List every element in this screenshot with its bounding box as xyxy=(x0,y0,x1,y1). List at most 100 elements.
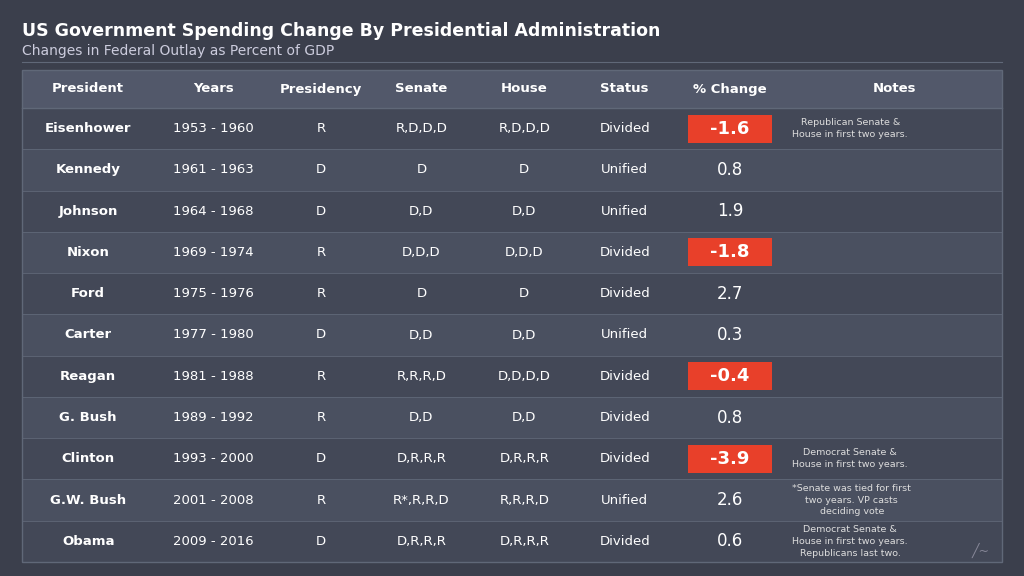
Text: 0.8: 0.8 xyxy=(717,161,743,179)
Text: D,D: D,D xyxy=(410,411,433,424)
Text: R: R xyxy=(316,370,326,383)
Text: 1953 - 1960: 1953 - 1960 xyxy=(173,122,254,135)
Text: 2001 - 2008: 2001 - 2008 xyxy=(173,494,253,506)
Text: R*,R,R,D: R*,R,R,D xyxy=(393,494,450,506)
Text: R,R,R,D: R,R,R,D xyxy=(396,370,446,383)
Text: 0.8: 0.8 xyxy=(717,408,743,427)
Text: D: D xyxy=(315,164,326,176)
Text: 1977 - 1980: 1977 - 1980 xyxy=(173,328,254,342)
Text: Changes in Federal Outlay as Percent of GDP: Changes in Federal Outlay as Percent of … xyxy=(22,44,334,58)
Bar xyxy=(22,232,1002,273)
Bar xyxy=(22,521,1002,562)
Text: Carter: Carter xyxy=(65,328,112,342)
Text: 1964 - 1968: 1964 - 1968 xyxy=(173,204,253,218)
Text: Obama: Obama xyxy=(61,535,115,548)
Bar xyxy=(22,479,1002,521)
Text: 1981 - 1988: 1981 - 1988 xyxy=(173,370,253,383)
Text: Reagan: Reagan xyxy=(60,370,116,383)
Bar xyxy=(688,362,772,391)
Text: D: D xyxy=(519,287,529,300)
Bar xyxy=(22,273,1002,314)
Text: -1.8: -1.8 xyxy=(711,244,750,262)
Text: Unified: Unified xyxy=(601,204,648,218)
Text: Divided: Divided xyxy=(599,535,650,548)
Text: G. Bush: G. Bush xyxy=(59,411,117,424)
Bar xyxy=(22,355,1002,397)
Text: D,D,D: D,D,D xyxy=(505,246,544,259)
Text: R: R xyxy=(316,122,326,135)
Bar xyxy=(22,314,1002,355)
Text: Years: Years xyxy=(193,82,233,96)
Text: Divided: Divided xyxy=(599,411,650,424)
Text: -0.4: -0.4 xyxy=(711,367,750,385)
Bar xyxy=(688,238,772,267)
Text: R,D,D,D: R,D,D,D xyxy=(395,122,447,135)
Text: Senate: Senate xyxy=(395,82,447,96)
Text: House: House xyxy=(501,82,548,96)
Bar xyxy=(22,438,1002,479)
Bar xyxy=(22,70,1002,108)
Text: Clinton: Clinton xyxy=(61,452,115,465)
Bar xyxy=(22,191,1002,232)
Text: Divided: Divided xyxy=(599,452,650,465)
Text: Nixon: Nixon xyxy=(67,246,110,259)
Text: ╱~: ╱~ xyxy=(972,543,990,558)
Text: 0.6: 0.6 xyxy=(717,532,743,550)
Text: G.W. Bush: G.W. Bush xyxy=(50,494,126,506)
Text: 1993 - 2000: 1993 - 2000 xyxy=(173,452,253,465)
Text: D: D xyxy=(417,164,426,176)
Text: D,D: D,D xyxy=(410,328,433,342)
Text: D,D: D,D xyxy=(410,204,433,218)
Bar xyxy=(688,445,772,473)
Bar xyxy=(22,70,1002,562)
Text: Ford: Ford xyxy=(71,287,105,300)
Text: D: D xyxy=(417,287,426,300)
Text: D,R,R,R: D,R,R,R xyxy=(396,452,446,465)
Text: R: R xyxy=(316,494,326,506)
Text: D,D,D,D: D,D,D,D xyxy=(498,370,551,383)
Text: 1.9: 1.9 xyxy=(717,202,743,220)
Text: R,D,D,D: R,D,D,D xyxy=(499,122,550,135)
Text: 1975 - 1976: 1975 - 1976 xyxy=(173,287,254,300)
Text: Divided: Divided xyxy=(599,370,650,383)
Text: Johnson: Johnson xyxy=(58,204,118,218)
Text: Status: Status xyxy=(600,82,649,96)
Text: Divided: Divided xyxy=(599,287,650,300)
Text: D,D: D,D xyxy=(512,328,537,342)
Text: D: D xyxy=(315,328,326,342)
Text: R: R xyxy=(316,287,326,300)
Text: 2.7: 2.7 xyxy=(717,285,743,303)
Text: D,R,R,R: D,R,R,R xyxy=(396,535,446,548)
Text: % Change: % Change xyxy=(693,82,767,96)
Text: 1989 - 1992: 1989 - 1992 xyxy=(173,411,253,424)
Text: Kennedy: Kennedy xyxy=(55,164,121,176)
Text: D,R,R,R: D,R,R,R xyxy=(500,535,549,548)
Text: 1969 - 1974: 1969 - 1974 xyxy=(173,246,253,259)
Text: 2.6: 2.6 xyxy=(717,491,743,509)
Bar xyxy=(22,397,1002,438)
Text: -1.6: -1.6 xyxy=(711,120,750,138)
Text: President: President xyxy=(52,82,124,96)
Text: Presidency: Presidency xyxy=(280,82,362,96)
Bar xyxy=(688,115,772,143)
Text: Notes: Notes xyxy=(872,82,915,96)
Text: 0.3: 0.3 xyxy=(717,326,743,344)
Text: 2009 - 2016: 2009 - 2016 xyxy=(173,535,253,548)
Text: Divided: Divided xyxy=(599,122,650,135)
Text: D,R,R,R: D,R,R,R xyxy=(500,452,549,465)
Text: R: R xyxy=(316,246,326,259)
Text: Unified: Unified xyxy=(601,328,648,342)
Text: *Senate was tied for first
two years. VP casts
deciding vote: *Senate was tied for first two years. VP… xyxy=(793,484,911,517)
Text: D: D xyxy=(315,204,326,218)
Text: R,R,R,D: R,R,R,D xyxy=(500,494,549,506)
Bar xyxy=(22,149,1002,191)
Text: D: D xyxy=(315,452,326,465)
Text: Divided: Divided xyxy=(599,246,650,259)
Text: Democrat Senate &
House in first two years.: Democrat Senate & House in first two yea… xyxy=(793,449,908,469)
Text: R: R xyxy=(316,411,326,424)
Text: Republican Senate &
House in first two years.: Republican Senate & House in first two y… xyxy=(793,118,908,139)
Text: D,D: D,D xyxy=(512,204,537,218)
Text: D: D xyxy=(519,164,529,176)
Text: -3.9: -3.9 xyxy=(711,450,750,468)
Text: D: D xyxy=(315,535,326,548)
